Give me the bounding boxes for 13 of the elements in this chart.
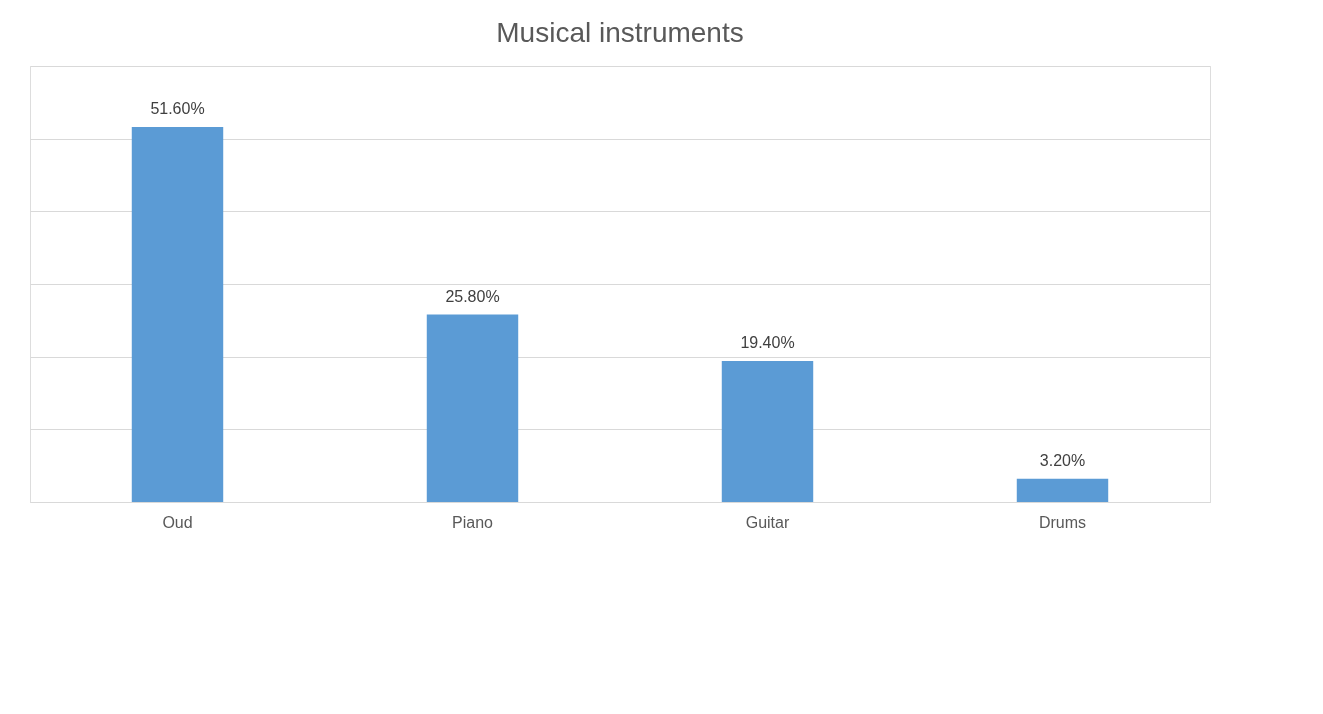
chart-title: Musical instruments — [496, 17, 744, 48]
data-label: 19.40% — [740, 334, 795, 352]
x-tick-label: Drums — [1038, 513, 1087, 531]
data-label: 3.20% — [1039, 451, 1086, 469]
bar — [1016, 478, 1109, 502]
bar — [131, 127, 224, 502]
bar — [721, 361, 814, 502]
x-tick-label: Piano — [452, 513, 494, 531]
data-label: 25.80% — [445, 287, 500, 305]
x-tick-label: Guitar — [745, 513, 790, 531]
bar — [426, 314, 519, 502]
data-label: 51.60% — [150, 100, 205, 118]
x-tick-label: Oud — [162, 513, 193, 531]
